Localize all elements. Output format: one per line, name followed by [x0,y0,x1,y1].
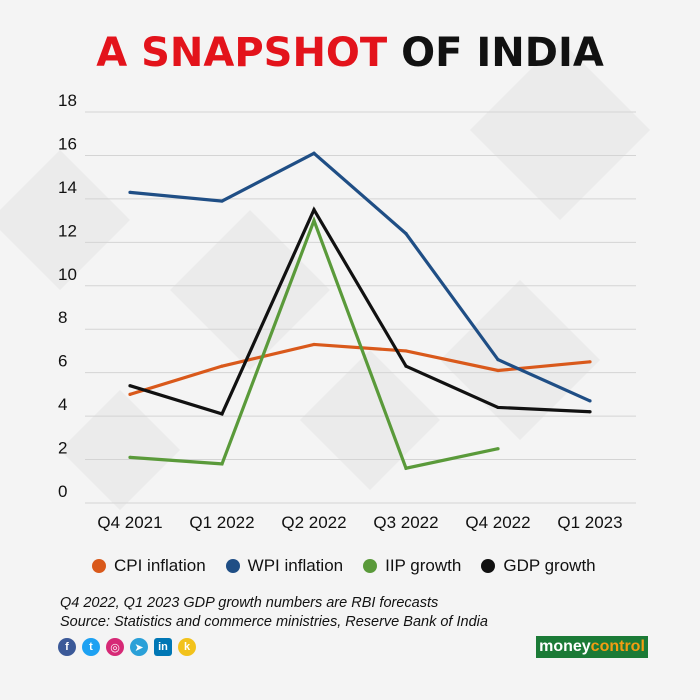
legend-label-wpi: WPI inflation [247,556,344,575]
legend-item-cpi: CPI inflation [92,556,206,576]
data-point-wpi-inflation-0 [128,190,132,194]
data-point-wpi-inflation-4 [496,358,500,362]
data-point-iip-growth-0 [128,455,132,459]
logo-part2: control [590,638,645,655]
data-point-cpi-inflation-0 [128,392,132,396]
data-point-gdp-growth-4 [496,405,500,410]
x-tick-label-3: Q3 2022 [373,513,438,532]
data-point-cpi-inflation-5 [588,360,592,364]
legend: CPI inflation WPI inflation IIP growth G… [92,556,652,576]
legend-label-gdp: GDP growth [503,556,596,575]
legend-item-iip: IIP growth [363,556,461,576]
footnote-source: Source: Statistics and commerce ministri… [60,614,488,630]
legend-item-wpi: WPI inflation [225,556,344,576]
y-tick-label-18: 18 [58,91,77,110]
y-tick-label-10: 10 [58,265,77,284]
data-point-gdp-growth-3 [404,364,408,368]
telegram-icon[interactable]: ➤ [130,638,148,656]
koo-icon[interactable]: k [178,638,196,656]
line-chart: 0 2 4 6 8 10 12 14 16 18 Q4 2021 Q1 2022 Q2 2022 Q3 2… [58,91,636,532]
y-tick-label-6: 6 [58,352,67,371]
social-icons: f t ◎ ➤ in k [58,638,196,656]
y-tick-label-8: 8 [58,308,67,327]
data-point-wpi-inflation-2 [312,151,316,155]
data-point-cpi-inflation-2 [312,342,316,347]
title-highlight: A SNAPSHOT [96,30,388,76]
data-point-wpi-inflation-5 [588,399,592,403]
y-tick-label-4: 4 [58,395,67,414]
x-tick-label-4: Q4 2022 [465,513,530,532]
legend-swatch-wpi [225,559,240,573]
instagram-icon[interactable]: ◎ [106,638,124,656]
data-point-wpi-inflation-1 [220,199,224,203]
title-rest: OF INDIA [387,30,604,76]
y-tick-label-0: 0 [58,482,67,501]
x-tick-label-0: Q4 2021 [97,513,162,532]
data-point-cpi-inflation-3 [404,349,408,353]
footnote-forecast: Q4 2022, Q1 2023 GDP growth numbers are … [60,595,439,611]
data-point-cpi-inflation-4 [496,368,500,373]
data-point-gdp-growth-2 [312,208,316,212]
data-point-gdp-growth-1 [220,412,224,416]
data-point-iip-growth-4 [496,447,500,451]
y-tick-label-16: 16 [58,134,77,153]
legend-label-iip: IIP growth [385,556,462,575]
x-tick-label-2: Q2 2022 [281,513,346,532]
data-point-cpi-inflation-1 [220,364,224,368]
legend-swatch-cpi [92,559,106,573]
legend-label-cpi: CPI inflation [114,556,206,575]
linkedin-icon[interactable]: in [154,638,172,656]
data-point-gdp-growth-0 [128,384,132,388]
footnotes: Q4 2022, Q1 2023 GDP growth numbers are … [60,594,488,632]
legend-swatch-gdp [481,559,496,573]
y-tick-label-2: 2 [58,439,67,458]
legend-swatch-iip [363,559,378,573]
series-line-gdp-growth [129,206,591,416]
facebook-icon[interactable]: f [58,638,76,656]
data-point-iip-growth-3 [404,466,408,470]
logo-part1: money [539,638,591,655]
moneycontrol-logo: money control [536,636,648,658]
y-tick-label-12: 12 [58,221,77,240]
legend-item-gdp: GDP growth [481,556,596,576]
data-point-iip-growth-2 [312,219,316,223]
x-tick-label-5: Q1 2023 [557,513,622,532]
data-point-iip-growth-1 [220,462,224,466]
data-point-wpi-inflation-3 [404,232,408,236]
y-tick-label-14: 14 [58,178,77,197]
series-line-wpi-inflation [129,151,591,403]
data-point-gdp-growth-5 [588,410,592,414]
x-tick-label-1: Q1 2022 [189,513,254,532]
twitter-icon[interactable]: t [82,638,100,656]
chart-title: A SNAPSHOT OF INDIA [0,30,700,76]
